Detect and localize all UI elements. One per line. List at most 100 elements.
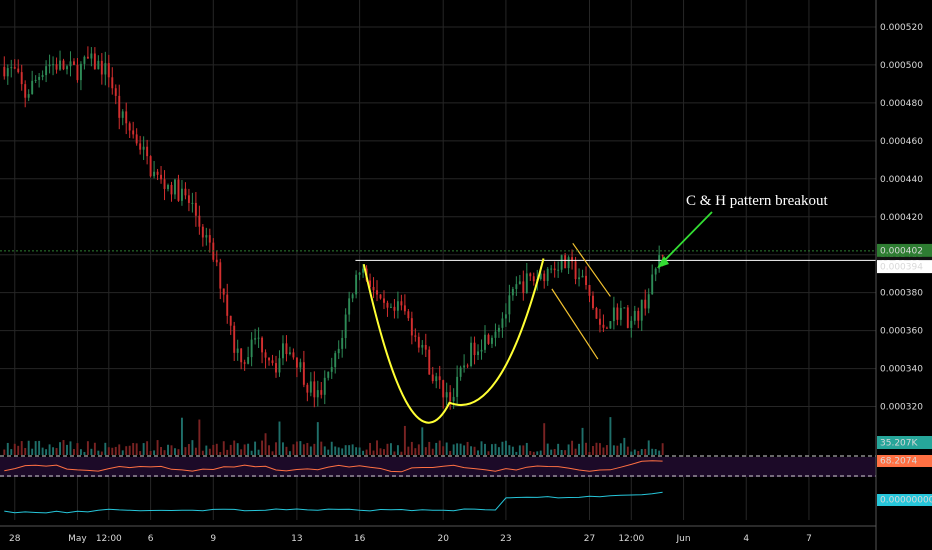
volume-bar: [201, 450, 204, 455]
candle-body: [160, 174, 163, 180]
candle-body: [417, 336, 420, 348]
volume-bar: [410, 441, 413, 455]
volume-bar: [55, 448, 58, 455]
candle-body: [201, 226, 204, 238]
volume-bar: [546, 443, 549, 455]
volume-bar: [550, 449, 553, 455]
volume-bar: [525, 442, 528, 455]
candle-body: [132, 130, 135, 135]
candle-body: [278, 358, 281, 373]
volume-bar: [174, 448, 176, 455]
volume-bar: [156, 440, 159, 455]
candle-body: [515, 284, 518, 289]
candle-body: [3, 66, 6, 77]
candle-body: [449, 392, 452, 402]
volume-bar: [38, 440, 41, 455]
candle-body: [243, 362, 246, 364]
candle-body: [334, 353, 337, 368]
candle-body: [139, 143, 142, 150]
candle-body: [306, 384, 309, 393]
candle-body: [661, 255, 664, 257]
candle-body: [275, 363, 277, 373]
y-tick-label: 0.000520: [880, 23, 923, 33]
volume-bar: [27, 440, 30, 455]
candle-body: [470, 342, 473, 367]
candle-body: [288, 352, 291, 355]
volume-bar: [612, 445, 615, 455]
volume-value-label: 35.207K: [880, 439, 918, 449]
volume-bar: [344, 445, 347, 455]
candle-body: [508, 295, 511, 315]
volume-bar: [62, 440, 65, 455]
breakout-arrow-icon: [661, 211, 713, 264]
rsi-value-label: 68.2074: [880, 457, 917, 467]
volume-bar: [539, 450, 542, 455]
y-tick-label: 0.000320: [880, 403, 923, 413]
candle-body: [316, 390, 319, 398]
volume-bar: [288, 451, 291, 455]
volume-bar: [369, 442, 372, 455]
current-price-label: 0.000402: [880, 246, 923, 256]
volume-bar: [442, 446, 445, 455]
volume-bar: [605, 445, 608, 455]
candle-body: [48, 64, 51, 67]
candle-body: [226, 294, 229, 316]
price-markers: 0.00040202:51:030.00039435.207K68.20740.…: [0, 243, 932, 506]
volume-bar: [128, 445, 131, 455]
volume-bar: [66, 444, 68, 455]
volume-bar: [52, 447, 55, 455]
handle-lower-line: [551, 288, 599, 360]
volume-bar: [578, 443, 581, 455]
candle-body: [149, 156, 152, 177]
candle-body: [153, 171, 156, 177]
candle-body: [539, 273, 542, 280]
volume-bar: [268, 445, 270, 455]
candle-body: [118, 95, 121, 118]
candle-body: [79, 63, 82, 81]
volume-bar: [6, 442, 9, 455]
volume-bar: [417, 444, 420, 455]
candle-body: [574, 261, 577, 280]
volume-bar: [358, 447, 361, 455]
cup-curve: [362, 258, 545, 424]
volume-bar: [379, 448, 382, 455]
volume-bar: [107, 447, 110, 455]
candle-body: [222, 288, 225, 295]
volume-bar: [229, 444, 232, 455]
volume-bar: [184, 447, 187, 455]
candle-body: [205, 235, 208, 238]
candle-body: [560, 255, 563, 270]
volume-bar: [557, 443, 560, 455]
candle-body: [34, 79, 37, 81]
candle-body: [445, 392, 448, 398]
candle-body: [658, 255, 661, 269]
volume-bar: [351, 444, 354, 455]
volume-bar: [421, 427, 424, 455]
volume-bar: [633, 449, 636, 455]
volume-bar: [31, 448, 34, 455]
volume-bar: [73, 449, 75, 455]
candle-body: [229, 315, 232, 326]
volume-bar: [41, 447, 44, 455]
candle-body: [494, 331, 497, 338]
candle-body: [351, 294, 354, 299]
volume-bar: [257, 449, 260, 455]
candle-body: [369, 280, 372, 287]
candle-body: [644, 299, 647, 309]
volume-bar: [86, 441, 89, 455]
candle-body: [637, 310, 640, 321]
volume-bar: [501, 441, 504, 455]
candle-body: [557, 269, 560, 271]
candle-body: [257, 337, 260, 339]
candle-body: [647, 294, 650, 309]
candle-body: [41, 75, 44, 77]
candle-body: [83, 56, 86, 64]
y-tick-label: 0.000500: [880, 61, 923, 71]
volume-bar: [167, 444, 169, 455]
candle-body: [592, 295, 594, 309]
candle-body: [337, 348, 340, 354]
candle-body: [459, 367, 462, 377]
volume-bar: [114, 446, 117, 455]
candle-body: [616, 307, 619, 320]
